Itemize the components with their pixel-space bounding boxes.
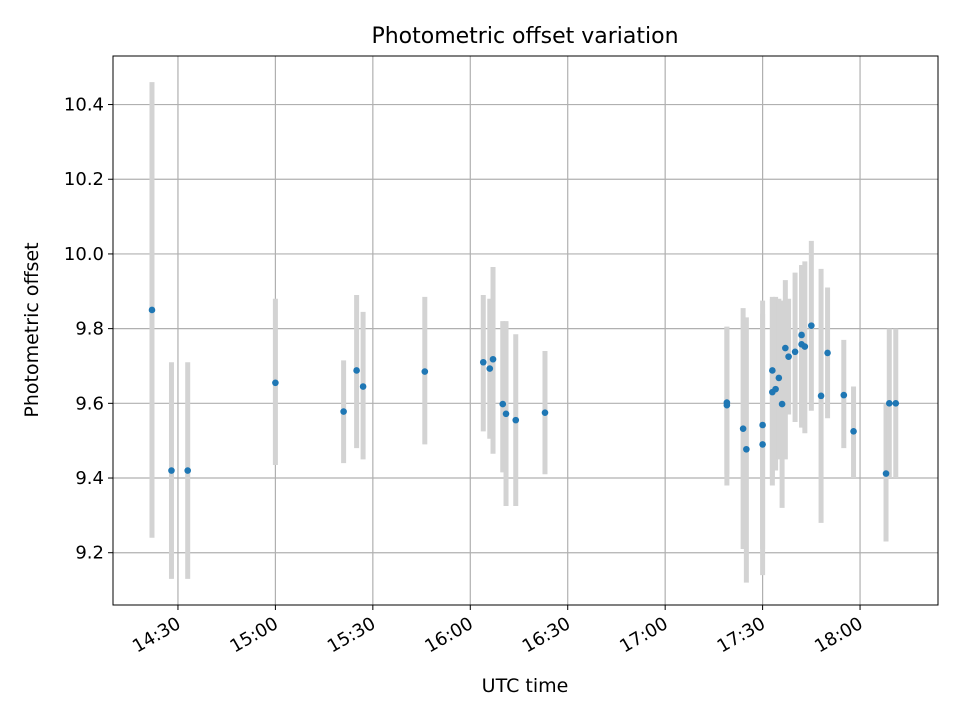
y-tick-label: 9.6 — [75, 393, 104, 414]
plot-frame — [112, 55, 939, 606]
data-point — [759, 441, 766, 448]
data-point — [479, 358, 487, 366]
data-point — [359, 383, 367, 390]
data-point — [743, 445, 750, 453]
data-point — [499, 400, 507, 408]
data-point — [489, 355, 497, 363]
data-point — [340, 408, 347, 415]
data-point — [541, 409, 549, 416]
y-tick-label: 9.4 — [75, 468, 104, 489]
x-axis-label: UTC time — [482, 675, 569, 697]
data-point — [798, 331, 805, 339]
y-tick-label: 10.4 — [64, 95, 104, 116]
data-point — [421, 368, 429, 375]
data-point — [882, 470, 890, 477]
data-points — [148, 306, 900, 477]
y-tick-label: 9.8 — [75, 319, 104, 340]
y-axis-ticks: 9.2 9.4 9.6 9.8 10.0 10.2 10.4 — [64, 95, 113, 564]
data-point — [353, 367, 360, 374]
y-tick-label: 10.0 — [64, 244, 104, 265]
data-point — [272, 379, 279, 387]
grid-lines — [113, 56, 938, 605]
data-point — [885, 400, 893, 407]
chart-title: Photometric offset variation — [371, 24, 678, 49]
data-point — [723, 399, 731, 406]
data-point — [791, 348, 799, 356]
data-point — [148, 306, 156, 314]
data-point — [772, 385, 779, 393]
data-point — [168, 467, 175, 474]
data-point — [486, 365, 494, 372]
data-point — [512, 416, 520, 424]
data-point — [817, 392, 825, 400]
data-point — [502, 410, 510, 418]
data-point — [824, 349, 831, 357]
data-point — [892, 400, 900, 407]
data-point — [775, 374, 783, 382]
y-axis-label: Photometric offset — [21, 242, 43, 417]
data-point — [769, 367, 776, 374]
data-point — [801, 343, 809, 350]
y-tick-label: 10.2 — [64, 169, 104, 190]
data-point — [759, 421, 766, 429]
data-point — [808, 322, 815, 329]
data-point — [778, 400, 786, 408]
y-tick-label: 9.2 — [75, 543, 104, 564]
data-point — [184, 467, 192, 474]
data-point — [850, 428, 857, 435]
data-point — [739, 425, 747, 433]
data-point — [785, 353, 792, 360]
data-point — [840, 391, 848, 399]
data-point — [782, 344, 789, 352]
